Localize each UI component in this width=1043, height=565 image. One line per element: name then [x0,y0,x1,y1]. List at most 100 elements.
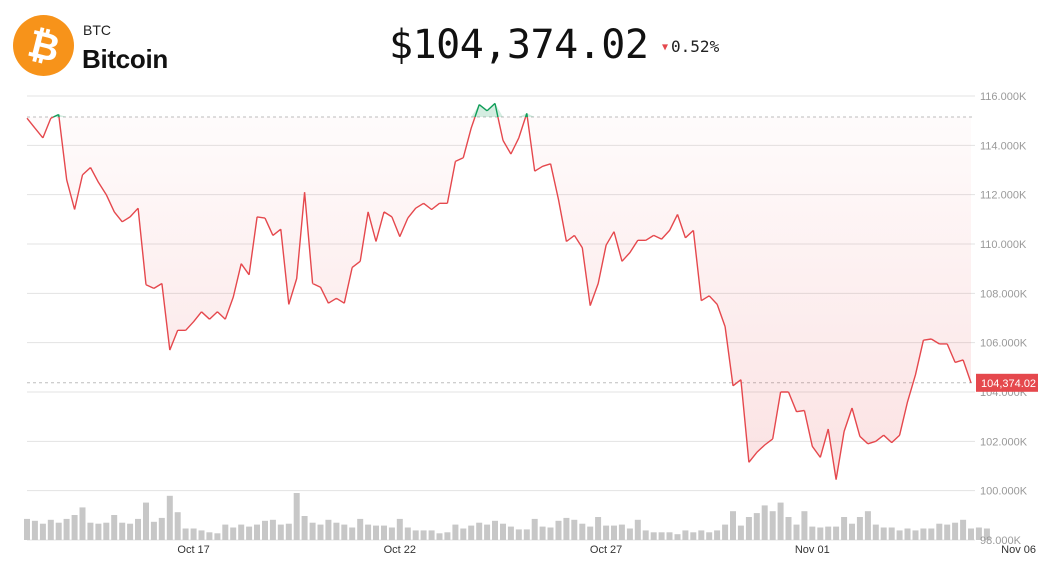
volume-bar [63,518,70,540]
volume-bar [452,524,459,540]
volume-bar [666,532,673,540]
volume-bar [484,524,491,540]
volume-bar [396,518,403,540]
price-tag-label: 104,374.02 [981,378,1036,390]
volume-bar [833,526,840,540]
volume-bar [642,530,649,540]
volume-bar [269,519,276,540]
volume-bar [214,533,221,540]
volume-bar [611,525,617,540]
volume-bar [55,522,62,540]
volume-bar [444,532,451,540]
volume-bar [618,524,625,540]
volume-bar [531,518,538,540]
volume-bar [626,528,633,540]
volume-bar [849,523,855,540]
volume-bar [325,519,332,540]
volume-bar [246,526,253,540]
volume-bar [698,530,705,540]
volume-bar [293,493,300,540]
down-arrow-icon: ▼ [662,42,669,53]
volume-bar [150,521,157,540]
volume-bar [975,527,982,540]
volume-bar [571,519,578,540]
x-tick-label: Nov 06 [1001,544,1036,556]
volume-bar [856,517,863,540]
volume-bar [880,527,887,540]
volume-bar [222,524,229,540]
bitcoin-logo-icon: ₿ [13,15,74,76]
volume-bar [682,530,689,540]
volume-bar [920,528,927,540]
y-tick-label: 114.000K [980,140,1027,152]
volume-bars [24,493,990,540]
volume-bar [761,505,768,540]
volume-bar [365,524,372,540]
volume-bar [714,530,721,540]
volume-bar [904,528,911,540]
volume-bar [841,517,848,540]
asset-name: Bitcoin [82,44,169,74]
area-fill [27,103,971,480]
volume-bar [888,527,895,540]
below-reference-fill [27,116,971,480]
asset-header: ₿ BTC Bitcoin $104,374.02 ▼ 0.52% [0,0,1043,90]
volume-bar [587,526,594,540]
volume-bar [309,522,316,540]
x-tick-label: Oct 27 [590,544,622,556]
volume-bar [809,526,816,540]
volume-bar [71,515,78,540]
volume-bar [135,518,141,540]
volume-bar [563,517,570,540]
volume-bar [730,511,736,540]
volume-bar [460,528,467,540]
volume-bar [262,520,268,540]
volume-bar [944,524,951,540]
volume-bar [476,522,483,540]
volume-bar [381,525,387,540]
price-tag-box [976,373,1038,392]
volume-bar [603,525,610,540]
volume-bar [412,530,419,540]
volume-bar [127,523,134,540]
y-tick-label: 102.000K [980,436,1028,448]
price-line-below [26,116,972,480]
volume-bar [912,530,919,540]
y-tick-label: 100.000K [980,486,1028,498]
volume-bar [817,527,824,540]
volume-bar [357,518,364,540]
above-reference-fill [27,103,971,117]
volume-bar [507,526,514,540]
volume-bar [174,512,181,540]
volume-bar [143,502,149,540]
volume-bar [492,520,498,540]
volume-bar [349,527,356,540]
volume-bar [722,524,729,540]
y-tick-label: 116.000K [980,91,1027,103]
volume-bar [753,513,760,540]
y-tick-label: 112.000K [980,190,1027,202]
volume-bar [341,524,348,540]
volume-bar [404,527,411,540]
volume-bar [190,528,197,540]
volume-bar [468,525,475,540]
volume-bar [500,523,506,540]
volume-bar [745,517,752,540]
volume-bar [595,517,602,540]
volume-bar [158,517,165,540]
price-line-above [53,102,528,118]
volume-bar [198,530,205,540]
volume-bar [769,511,776,540]
volume-bar [801,511,808,540]
volume-bar [388,527,395,540]
asset-symbol: BTC [83,22,111,38]
volume-bar [872,524,879,540]
volume-bar [166,495,173,540]
volume-bar [436,533,443,540]
price-tag: 104,374.02 [976,373,1038,392]
volume-bar [254,524,260,540]
volume-bar [523,529,530,540]
volume-bar [785,517,792,540]
